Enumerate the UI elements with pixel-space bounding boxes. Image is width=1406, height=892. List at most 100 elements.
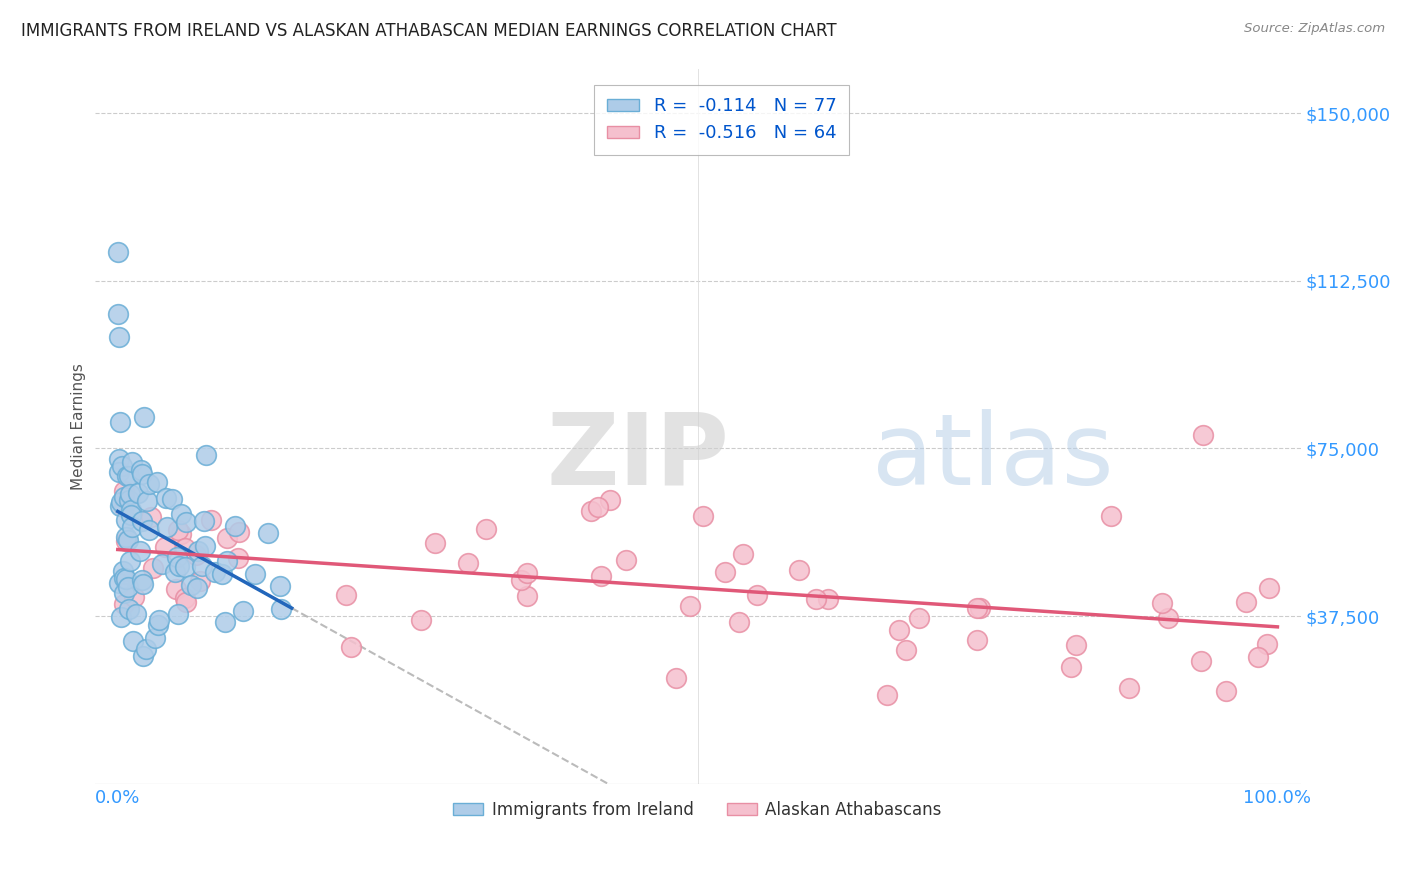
- Point: [120, 503, 142, 517]
- Point: [1191, 654, 1213, 668]
- Point: [167, 523, 190, 537]
- Point: [115, 530, 138, 544]
- Point: [1192, 428, 1215, 442]
- Point: [215, 554, 238, 568]
- Point: [1060, 659, 1083, 673]
- Point: [188, 574, 211, 589]
- Point: [200, 513, 222, 527]
- Point: [728, 615, 751, 630]
- Point: [1257, 582, 1279, 596]
- Point: [665, 671, 688, 685]
- Point: [121, 519, 143, 533]
- Point: [174, 541, 197, 555]
- Point: [135, 641, 157, 656]
- Point: [108, 576, 131, 591]
- Point: [129, 544, 152, 558]
- Point: [148, 618, 170, 632]
- Point: [112, 484, 135, 499]
- Point: [969, 601, 991, 615]
- Point: [118, 602, 141, 616]
- Point: [148, 613, 170, 627]
- Point: [599, 492, 621, 507]
- Point: [243, 567, 266, 582]
- Point: [108, 499, 131, 513]
- Point: [170, 507, 193, 521]
- Point: [214, 615, 236, 630]
- Point: [1256, 636, 1278, 650]
- Point: [117, 533, 139, 547]
- Point: [270, 602, 292, 616]
- Point: [789, 564, 811, 578]
- Point: [120, 487, 142, 501]
- Point: [112, 564, 135, 578]
- Point: [1150, 596, 1173, 610]
- Point: [143, 632, 166, 646]
- Point: [131, 514, 153, 528]
- Point: [180, 578, 202, 592]
- Point: [124, 590, 146, 604]
- Point: [269, 579, 291, 593]
- Point: [107, 244, 129, 259]
- Point: [1118, 681, 1140, 695]
- Point: [112, 598, 135, 612]
- Point: [134, 410, 156, 425]
- Point: [141, 561, 163, 575]
- Point: [224, 518, 246, 533]
- Point: [409, 614, 432, 628]
- Point: [111, 458, 134, 473]
- Point: [579, 504, 602, 518]
- Point: [588, 500, 610, 514]
- Point: [1215, 683, 1237, 698]
- Point: [163, 566, 186, 580]
- Point: [589, 568, 612, 582]
- Point: [908, 611, 931, 625]
- Point: [120, 508, 142, 523]
- Text: IMMIGRANTS FROM IRELAND VS ALASKAN ATHABASCAN MEDIAN EARNINGS CORRELATION CHART: IMMIGRANTS FROM IRELAND VS ALASKAN ATHAB…: [21, 22, 837, 40]
- Point: [204, 565, 226, 579]
- Point: [170, 527, 193, 541]
- Point: [226, 550, 249, 565]
- Point: [896, 643, 918, 657]
- Point: [117, 469, 139, 483]
- Point: [115, 513, 138, 527]
- Point: [966, 600, 988, 615]
- Point: [131, 573, 153, 587]
- Point: [112, 571, 135, 585]
- Point: [121, 455, 143, 469]
- Point: [457, 556, 479, 570]
- Point: [107, 307, 129, 321]
- Point: [112, 490, 135, 504]
- Point: [516, 590, 538, 604]
- Legend: Immigrants from Ireland, Alaskan Athabascans: Immigrants from Ireland, Alaskan Athabas…: [447, 794, 949, 825]
- Point: [165, 582, 187, 597]
- Point: [131, 467, 153, 481]
- Point: [1099, 508, 1122, 523]
- Point: [516, 566, 538, 581]
- Point: [110, 610, 132, 624]
- Point: [131, 463, 153, 477]
- Point: [112, 500, 135, 515]
- Point: [887, 623, 910, 637]
- Point: [110, 495, 132, 509]
- Point: [186, 581, 208, 595]
- Point: [966, 633, 988, 648]
- Point: [194, 448, 217, 462]
- Point: [616, 553, 638, 567]
- Point: [174, 594, 197, 608]
- Point: [107, 465, 129, 479]
- Point: [117, 580, 139, 594]
- Point: [714, 566, 737, 580]
- Point: [146, 475, 169, 490]
- Point: [215, 531, 238, 545]
- Text: atlas: atlas: [872, 409, 1114, 506]
- Point: [108, 415, 131, 429]
- Point: [228, 525, 250, 540]
- Point: [876, 688, 898, 702]
- Point: [115, 533, 138, 548]
- Point: [155, 491, 177, 505]
- Point: [1157, 610, 1180, 624]
- Point: [256, 526, 278, 541]
- Point: [340, 640, 363, 654]
- Point: [1234, 595, 1257, 609]
- Text: ZIP: ZIP: [547, 409, 730, 506]
